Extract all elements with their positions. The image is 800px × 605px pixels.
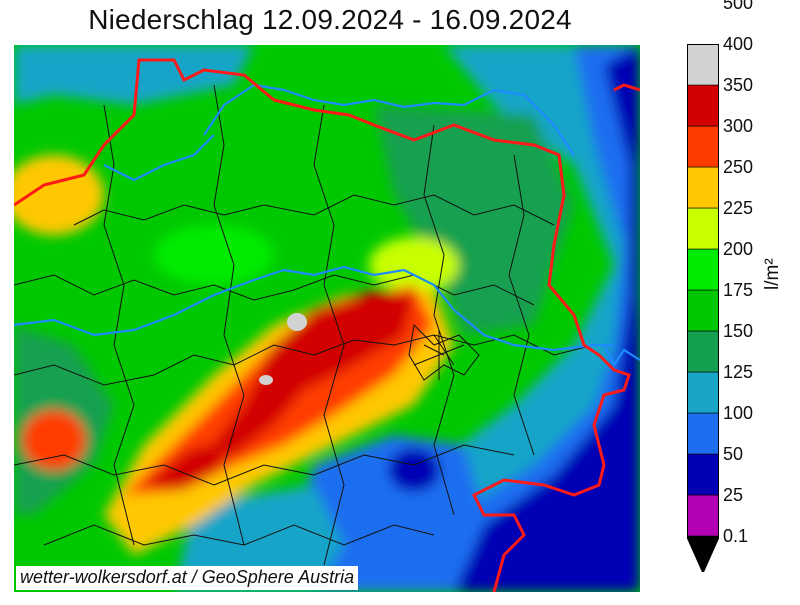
precipitation-map — [14, 45, 640, 592]
legend-band — [687, 44, 719, 86]
legend-unit: l/m² — [762, 258, 783, 290]
color-legend — [687, 44, 719, 572]
legend-band — [687, 330, 719, 373]
legend-tick-label: 225 — [723, 198, 754, 218]
area-limegreen-north — [154, 225, 274, 285]
legend-tick-label: 25 — [723, 485, 744, 505]
peak-spot-south — [259, 375, 273, 385]
legend-tick-label: 400 — [723, 34, 754, 54]
legend-tick-label: 500 — [723, 0, 754, 13]
legend-tick-label: 50 — [723, 444, 744, 464]
river-east — [603, 344, 640, 368]
area-orange-west — [22, 410, 86, 470]
legend-tick-label: 0.1 — [723, 526, 749, 546]
river-west — [103, 134, 215, 182]
legend-tick-label: 300 — [723, 116, 754, 136]
legend-tick-label: 200 — [723, 239, 754, 259]
legend-band — [687, 536, 719, 572]
legend-band — [687, 453, 719, 496]
legend-band — [687, 494, 719, 537]
legend-tick-label: 125 — [723, 362, 754, 382]
peak-spot-north — [287, 313, 307, 331]
legend-band — [687, 166, 719, 209]
legend-outline — [687, 44, 719, 572]
area-darkgreen-ne — [374, 105, 574, 335]
legend-tick-label: 100 — [723, 403, 754, 423]
legend-band — [687, 412, 719, 455]
legend-band — [687, 371, 719, 414]
area-red-core — [204, 290, 414, 455]
area-red-band — [144, 440, 229, 490]
legend-band — [687, 84, 719, 127]
area-teal-north — [14, 45, 254, 105]
precipitation-field — [14, 45, 640, 592]
area-darkblue-spot — [388, 448, 440, 492]
legend-tick-label: 250 — [723, 157, 754, 177]
legend-tick-label: 150 — [723, 321, 754, 341]
area-yellow-north — [369, 237, 459, 293]
legend-band — [687, 125, 719, 168]
area-darkblue-east — [454, 45, 640, 592]
source-credit: wetter-wolkersdorf.at / GeoSphere Austri… — [16, 566, 359, 590]
state-border-ne — [613, 83, 640, 92]
legend-tick-label: 175 — [723, 280, 754, 300]
legend-band — [687, 248, 719, 291]
legend-tick-label: 350 — [723, 75, 754, 95]
legend-band — [687, 289, 719, 332]
river-danube — [14, 265, 614, 352]
legend-band — [687, 207, 719, 250]
state-border — [14, 58, 631, 592]
district-boundaries — [14, 84, 595, 566]
map-title: Niederschlag 12.09.2024 - 16.09.2024 — [88, 4, 572, 35]
